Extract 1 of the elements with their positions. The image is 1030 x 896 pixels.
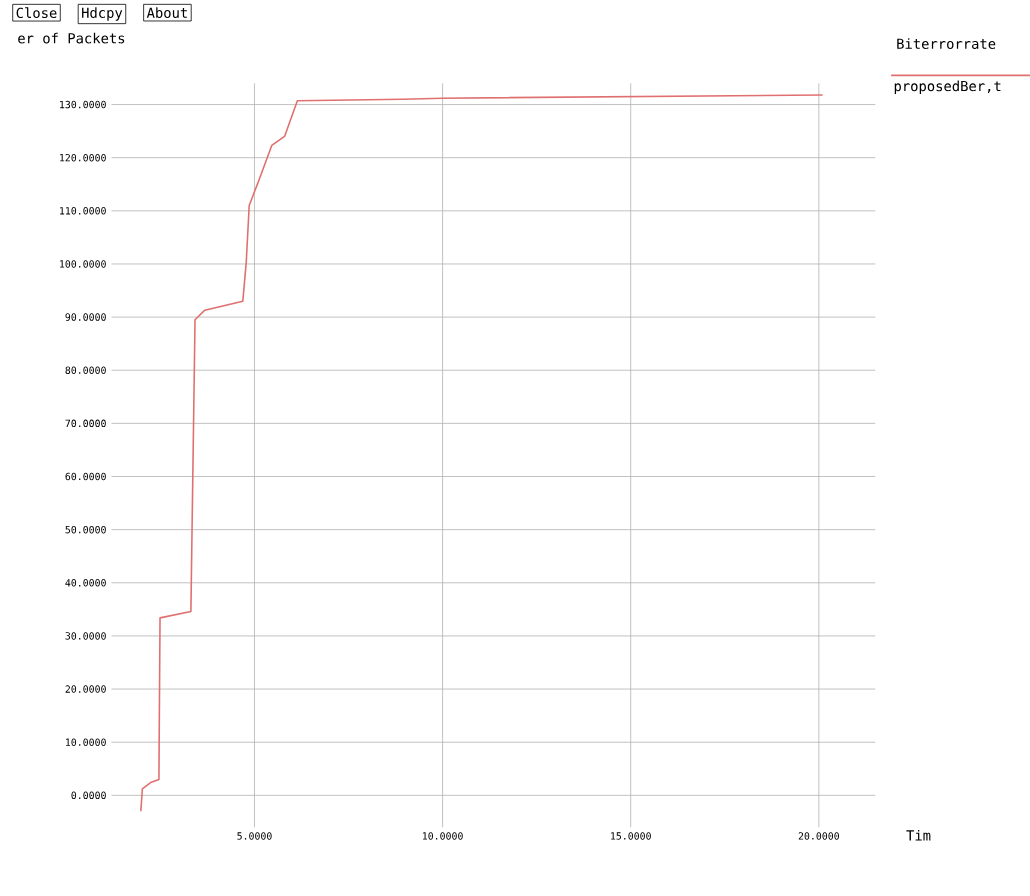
line-series [140,93,824,812]
